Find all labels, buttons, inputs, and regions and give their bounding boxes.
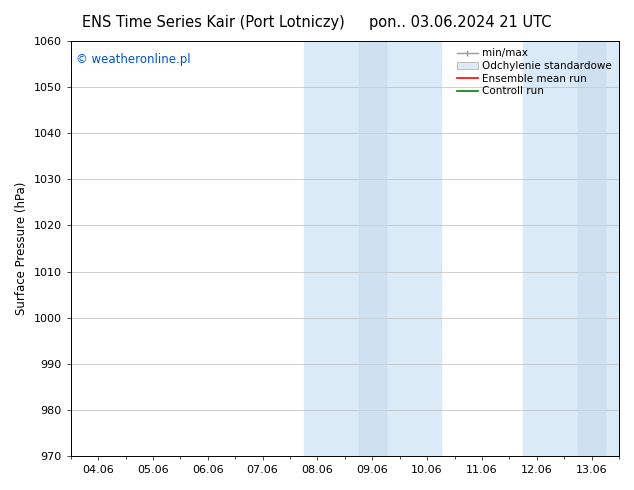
Bar [359,41,386,456]
Bar [304,41,441,456]
Y-axis label: Surface Pressure (hPa): Surface Pressure (hPa) [15,182,28,315]
Bar [578,41,605,456]
Bar [523,41,619,456]
Text: ENS Time Series Kair (Port Lotniczy): ENS Time Series Kair (Port Lotniczy) [82,15,345,30]
Text: © weatheronline.pl: © weatheronline.pl [76,53,191,67]
Legend: min/max, Odchylenie standardowe, Ensemble mean run, Controll run: min/max, Odchylenie standardowe, Ensembl… [455,46,614,98]
Text: pon.. 03.06.2024 21 UTC: pon.. 03.06.2024 21 UTC [369,15,552,30]
